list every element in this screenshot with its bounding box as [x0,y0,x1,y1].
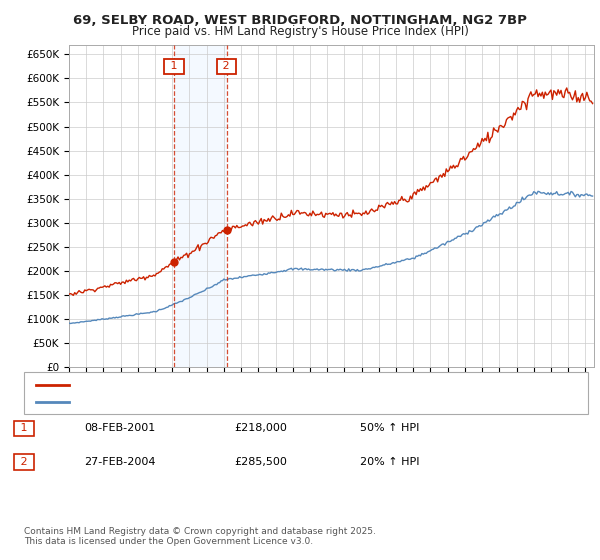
Text: HPI: Average price, detached house, Rushcliffe: HPI: Average price, detached house, Rush… [75,396,308,407]
Bar [174,45,227,367]
Text: 08-FEB-2001: 08-FEB-2001 [84,423,155,433]
Text: 1: 1 [17,423,31,433]
Text: 2: 2 [17,457,31,467]
Text: 20% ↑ HPI: 20% ↑ HPI [360,457,419,467]
Text: Contains HM Land Registry data © Crown copyright and database right 2025.
This d: Contains HM Land Registry data © Crown c… [24,526,376,546]
Text: £218,000: £218,000 [234,423,287,433]
Text: 2: 2 [220,62,233,72]
Text: £285,500: £285,500 [234,457,287,467]
Text: 50% ↑ HPI: 50% ↑ HPI [360,423,419,433]
Text: 69, SELBY ROAD, WEST BRIDGFORD, NOTTINGHAM, NG2 7BP: 69, SELBY ROAD, WEST BRIDGFORD, NOTTINGH… [73,14,527,27]
Text: 1: 1 [167,62,181,72]
Text: Price paid vs. HM Land Registry's House Price Index (HPI): Price paid vs. HM Land Registry's House … [131,25,469,38]
Text: 69, SELBY ROAD, WEST BRIDGFORD, NOTTINGHAM, NG2 7BP (detached house): 69, SELBY ROAD, WEST BRIDGFORD, NOTTINGH… [75,380,470,390]
Text: 27-FEB-2004: 27-FEB-2004 [84,457,155,467]
